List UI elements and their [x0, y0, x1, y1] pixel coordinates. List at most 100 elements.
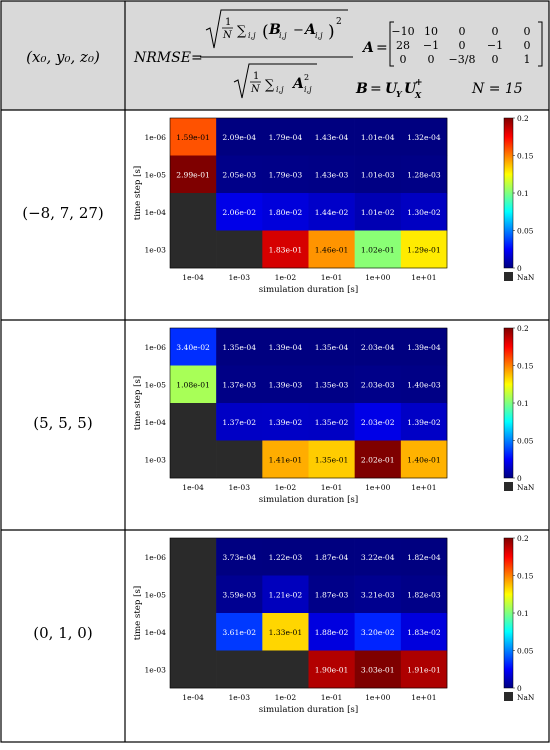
heatmap-frame: [169, 117, 448, 269]
heatmap-cell-label: 1.39e-02: [269, 418, 303, 427]
heatmap-cell-label: 2.99e-01: [176, 170, 210, 179]
heatmap-cell-label: 1.39e-03: [269, 380, 303, 389]
matrix-entry: 0: [524, 25, 531, 38]
colorbar-tick-label: 0.2: [517, 534, 529, 543]
heatmap-cell-nan: [216, 230, 263, 269]
heatmap-cell: [400, 328, 448, 366]
heatmap-cell: [216, 613, 263, 651]
y-tick-label: 1e-03: [144, 245, 166, 254]
heatmap-cell-label: 1.39e-02: [407, 418, 441, 427]
matrix-entry: 0: [459, 25, 466, 38]
colorbar-tick-label: 0.1: [517, 609, 529, 618]
nan-swatch: [504, 692, 513, 701]
numerator-A: A: [303, 22, 316, 38]
numerator-minus: −: [293, 23, 304, 38]
heatmap-cell-label: 2.02e-01: [361, 455, 395, 464]
heatmap-cell-label: 1.82e-03: [407, 590, 441, 599]
matrix-B-definition: B = U Y U + X N = 15: [355, 78, 523, 100]
x-tick-label: 1e-02: [275, 273, 297, 282]
header-left-cell: [1, 1, 125, 110]
matrix-A-label: A: [361, 40, 374, 56]
x-axis-label: simulation duration [s]: [259, 285, 358, 295]
heatmap-cell-label: 1.01e-04: [361, 133, 395, 142]
heatmap-cell-label: 3.40e-02: [176, 343, 210, 352]
heatmap-cell-label: 1.35e-04: [222, 343, 256, 352]
heatmap-cell: [400, 193, 448, 231]
heatmap-cell: [354, 440, 402, 479]
x-tick-label: 1e-03: [228, 483, 250, 492]
matrix-entry: 0: [492, 25, 499, 38]
heatmap-cell: [308, 575, 355, 614]
heatmap-cell-label: 1.01e-03: [361, 170, 395, 179]
numerator-B-index: i,j: [279, 31, 287, 40]
matrix-entry: 0: [524, 39, 531, 52]
heatmap-cell: [262, 365, 309, 404]
colorbar-tick-label: 0.15: [517, 362, 534, 371]
y-tick-label: 1e-06: [144, 343, 166, 352]
matrix-entry: 1: [524, 53, 531, 66]
denominator-sum-index: i,j: [276, 85, 284, 94]
initial-condition-label: (−8, 7, 27): [22, 204, 104, 222]
B-def-Y-sub: Y: [396, 89, 403, 99]
formula-equals: =: [191, 50, 203, 66]
heatmap-cell-label: 1.90e-01: [315, 665, 349, 674]
heatmap-cell: [400, 613, 448, 651]
x-tick-label: 1e-01: [321, 273, 343, 282]
heatmap-cell: [400, 403, 448, 441]
denominator-A-index: i,j: [304, 85, 312, 94]
heatmap-cell: [308, 403, 355, 441]
heatmap-cell-nan: [262, 650, 309, 689]
heatmap-cell: [170, 155, 217, 194]
heatmap-cell-nan: [170, 575, 217, 614]
denominator-coef: 1: [253, 71, 259, 82]
matrix-A-entries: −10 10 0 0 028 −1 0 −1 00 0 −3/8 0 1: [391, 25, 530, 66]
heatmap-cell-label: 1.22e-03: [269, 553, 303, 562]
y-tick-label: 1e-06: [144, 133, 166, 142]
x-tick-label: 1e-01: [321, 693, 343, 702]
heatmap-cell-label: 1.43e-04: [315, 133, 349, 142]
colorbar: [503, 117, 514, 269]
heatmap-cell: [354, 575, 402, 614]
heatmap-cell-label: 1.40e-01: [407, 455, 441, 464]
heatmap-cell: [400, 575, 448, 614]
heatmap-cell-label: 3.03e-01: [361, 665, 395, 674]
heatmap-cell-label: 1.79e-04: [269, 133, 303, 142]
heatmap-cell: [354, 193, 402, 231]
matrix-entry: −1: [423, 39, 439, 52]
heatmap-cell: [308, 440, 355, 479]
heatmap-cell: [308, 230, 355, 269]
initial-condition-header: (x₀, y₀, z₀): [26, 48, 100, 66]
heatmap-cell: [308, 155, 355, 194]
heatmap-cell: [262, 155, 309, 194]
heatmap-cell: [308, 193, 355, 231]
x-tick-label: 1e+01: [411, 483, 436, 492]
heatmap-cell-label: 1.29e-01: [407, 245, 441, 254]
matrix-entry: −10: [391, 25, 414, 38]
colorbar-tick-label: 0.2: [517, 324, 529, 333]
heatmap-cell-label: 1.35e-02: [315, 418, 349, 427]
numerator-B: B: [268, 22, 281, 38]
colorbar-tick-label: 0.05: [517, 227, 534, 236]
heatmap-cell-label: 1.40e-03: [407, 380, 441, 389]
matrix-B-equals: =: [370, 81, 382, 97]
x-tick-label: 1e-04: [182, 693, 204, 702]
heatmap-cell: [354, 650, 402, 689]
nan-legend-label: NaN: [517, 483, 535, 492]
header-right-cell: [125, 1, 549, 110]
B-def-U2: U: [404, 81, 417, 97]
initial-condition-label: (0, 1, 0): [33, 624, 92, 642]
y-tick-label: 1e-05: [144, 170, 166, 179]
heatmap-frame: [169, 327, 448, 479]
matrix-entry: 0: [492, 53, 499, 66]
colorbar-tick-label: 0.1: [517, 399, 529, 408]
N-count-label: N = 15: [471, 81, 523, 97]
heatmap-cell-label: 1.32e-04: [407, 133, 441, 142]
y-tick-label: 1e-06: [144, 553, 166, 562]
heatmap-cell: [216, 328, 263, 366]
y-tick-label: 1e-05: [144, 590, 166, 599]
heatmap-cell: [262, 575, 309, 614]
heatmap-cell-label: 1.79e-03: [269, 170, 303, 179]
